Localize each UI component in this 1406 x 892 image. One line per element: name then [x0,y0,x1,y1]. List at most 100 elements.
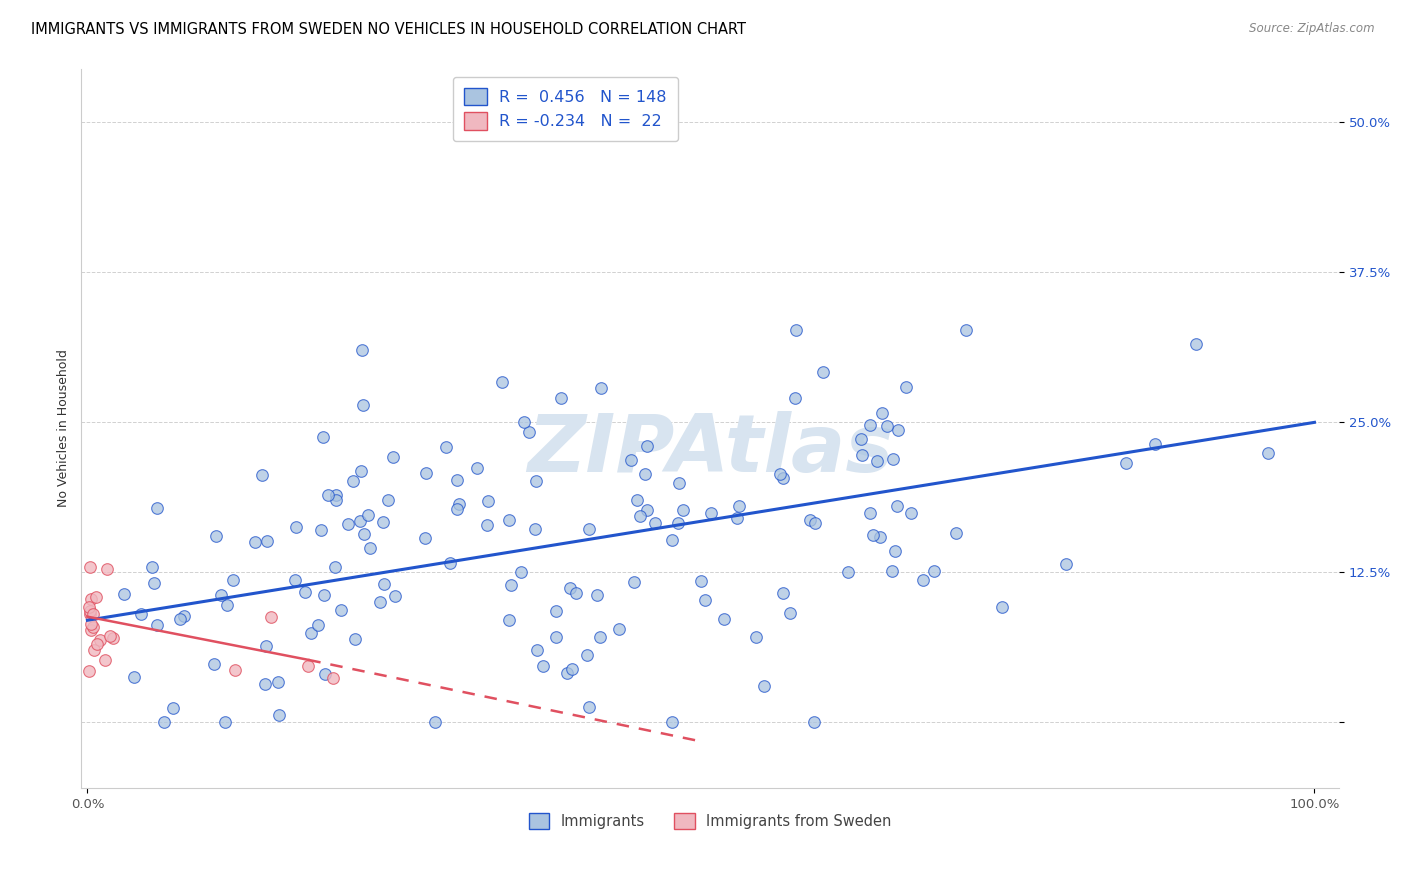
Point [145,500,167,515]
Point [510,565,533,579]
Point [103,631,125,645]
Point [666,516,689,530]
Point [531,659,554,673]
Point [352,398,374,412]
Point [439,556,461,570]
Point [336,517,359,532]
Point [578,700,600,714]
Point [799,513,821,527]
Point [661,715,683,730]
Point [578,522,600,536]
Point [498,512,520,526]
Point [79,560,101,574]
Point [628,508,651,523]
Point [558,581,581,595]
Point [1257,446,1279,460]
Point [162,701,184,715]
Point [512,415,534,429]
Point [373,577,395,591]
Point [446,473,468,487]
Point [880,564,903,578]
Point [322,671,344,685]
Point [859,506,882,520]
Point [368,595,391,609]
Point [312,430,335,444]
Point [434,440,457,454]
Point [713,611,735,625]
Point [323,560,346,574]
Point [693,593,716,607]
Point [728,499,751,513]
Point [886,499,908,513]
Point [990,599,1012,614]
Point [634,467,657,482]
Point [561,662,583,676]
Point [785,392,807,406]
Point [882,451,904,466]
Point [267,675,290,690]
Point [86,637,108,651]
Point [851,449,873,463]
Point [129,607,152,621]
Point [329,602,352,616]
Point [859,418,882,433]
Point [353,527,375,541]
Point [250,467,273,482]
Point [349,514,371,528]
Point [586,588,609,602]
Point [689,574,711,589]
Point [576,648,599,662]
Point [217,598,239,612]
Point [1144,436,1167,450]
Point [260,610,283,624]
Point [82,607,104,621]
Point [79,604,101,618]
Point [77,665,100,679]
Text: Source: ZipAtlas.com: Source: ZipAtlas.com [1250,22,1375,36]
Point [477,518,499,533]
Point [377,492,399,507]
Point [415,466,437,480]
Point [1054,558,1077,572]
Point [779,606,801,620]
Point [636,439,658,453]
Point [498,613,520,627]
Point [883,544,905,558]
Point [153,715,176,730]
Point [325,488,347,502]
Point [423,715,446,730]
Point [447,497,470,511]
Point [202,657,225,671]
Point [804,516,827,530]
Point [307,618,329,632]
Point [284,573,307,587]
Point [668,476,690,491]
Point [82,620,104,634]
Point [284,520,307,534]
Point [314,667,336,681]
Point [83,642,105,657]
Point [1185,337,1208,351]
Point [862,528,884,542]
Point [524,474,547,488]
Point [80,591,103,606]
Point [94,653,117,667]
Point [122,670,145,684]
Point [922,564,945,578]
Point [209,588,232,602]
Point [169,612,191,626]
Point [256,533,278,548]
Point [325,492,347,507]
Point [517,425,540,440]
Point [371,515,394,529]
Point [876,418,898,433]
Point [98,629,121,643]
Point [342,474,364,488]
Point [224,663,246,677]
Point [77,599,100,614]
Point [644,516,666,530]
Point [869,530,891,544]
Point [359,541,381,555]
Point [945,525,967,540]
Point [900,506,922,520]
